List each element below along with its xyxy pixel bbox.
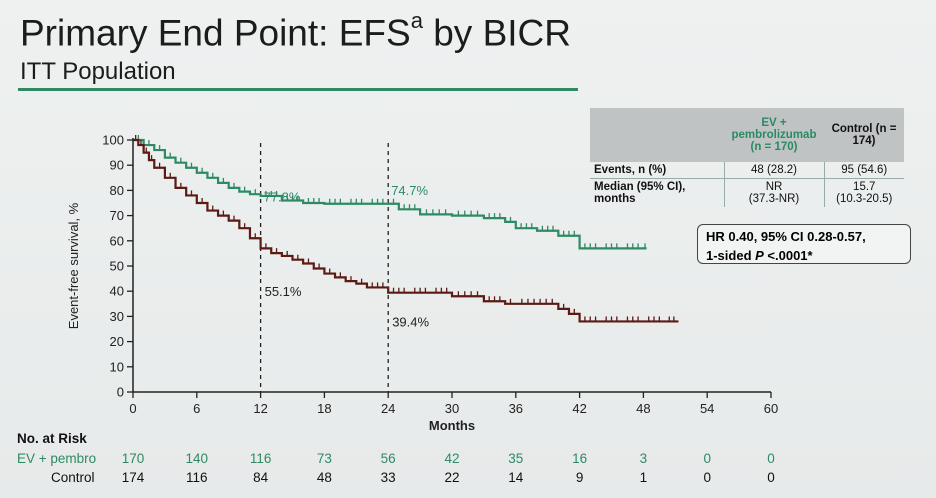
x-tick-label: 36 — [509, 401, 523, 416]
median-ev-value: NR — [765, 181, 783, 193]
x-tick-label: 18 — [317, 401, 331, 416]
page-title: Primary End Point: EFSa by BICR — [20, 8, 571, 54]
hr-line2: 1-sided P <.0001* — [706, 246, 902, 265]
table-header-blank — [590, 108, 724, 162]
table-row-events: Events, n (%) 48 (28.2) 95 (54.6) — [590, 162, 904, 179]
annotation-ev-24: 74.7% — [391, 183, 428, 198]
x-tick-label: 24 — [381, 401, 395, 416]
median-control-value: 15.7 — [853, 181, 876, 193]
y-tick-label: 40 — [110, 284, 124, 299]
y-tick-label: 0 — [117, 385, 124, 400]
x-tick-label: 0 — [129, 401, 136, 416]
risk-value: 0 — [703, 470, 711, 485]
risk-table-title: No. at Risk — [17, 431, 87, 446]
y-tick-label: 10 — [110, 359, 124, 374]
y-axis-label: Event-free survival, % — [66, 202, 81, 329]
x-tick-label: 42 — [572, 401, 586, 416]
risk-value: 33 — [381, 470, 396, 485]
risk-value: 0 — [703, 451, 711, 466]
hr-line2-post: <.0001* — [763, 248, 813, 263]
x-tick-label: 30 — [445, 401, 459, 416]
risk-row-label: Control — [51, 470, 95, 485]
risk-value: 56 — [381, 451, 396, 466]
y-tick-label: 20 — [110, 334, 124, 349]
x-axis-label: Months — [429, 418, 475, 433]
risk-value: 3 — [640, 451, 648, 466]
x-tick-label: 12 — [253, 401, 267, 416]
median-ev-ci: (37.3-NR) — [748, 193, 800, 205]
risk-value: 22 — [444, 470, 459, 485]
risk-value: 116 — [250, 451, 272, 466]
hr-p-symbol: P — [755, 248, 764, 263]
risk-row-label: EV + pembro — [17, 451, 96, 466]
risk-value: 1 — [640, 470, 648, 485]
y-tick-label: 80 — [110, 183, 124, 198]
x-tick-label: 48 — [636, 401, 650, 416]
x-tick-label: 6 — [193, 401, 200, 416]
risk-value: 73 — [317, 451, 332, 466]
y-tick-label: 50 — [110, 259, 124, 274]
title-superscript: a — [410, 8, 423, 33]
risk-value: 116 — [186, 470, 208, 485]
events-ev: 48 (28.2) — [723, 162, 824, 179]
table-header-control: Control (n = 174) — [824, 108, 904, 162]
risk-value: 0 — [767, 470, 775, 485]
events-label: Events, n (%) — [590, 162, 724, 179]
risk-value: 9 — [576, 470, 584, 485]
risk-value: 16 — [572, 451, 587, 466]
median-control: 15.7 (10.3-20.5) — [823, 178, 904, 207]
risk-value: 42 — [444, 451, 459, 466]
y-tick-label: 100 — [102, 133, 124, 148]
title-underline — [18, 88, 578, 91]
risk-value: 14 — [508, 470, 524, 485]
series-line-control — [133, 138, 679, 323]
annotation-ev-12: 77.8% — [264, 189, 301, 204]
annotation-control-12: 55.1% — [265, 284, 302, 299]
title-suffix: by BICR — [422, 12, 571, 54]
page-subtitle: ITT Population — [20, 58, 176, 85]
y-tick-label: 30 — [110, 309, 124, 324]
risk-value: 35 — [508, 451, 523, 466]
hr-line2-pre: 1-sided — [706, 248, 756, 263]
hr-line1: HR 0.40, 95% CI 0.28-0.57, — [706, 229, 866, 244]
series-line-ev — [133, 138, 647, 250]
y-tick-label: 90 — [110, 158, 124, 173]
x-tick-label: 54 — [700, 401, 714, 416]
median-ev: NR (37.3-NR) — [723, 178, 824, 207]
risk-value: 84 — [253, 470, 269, 485]
y-tick-label: 60 — [110, 233, 124, 248]
table-header-ev: EV + pembrolizumab (n = 170) — [724, 108, 824, 162]
hazard-ratio-box: HR 0.40, 95% CI 0.28-0.57, 1-sided P <.0… — [697, 224, 911, 264]
risk-value: 48 — [317, 470, 332, 485]
annotation-control-24: 39.4% — [392, 314, 429, 329]
risk-value: 170 — [122, 451, 145, 466]
table-row-median: Median (95% CI), months NR (37.3-NR) 15.7… — [590, 178, 904, 207]
x-tick-label: 60 — [764, 401, 778, 416]
events-control: 95 (54.6) — [823, 162, 904, 179]
risk-value: 174 — [122, 470, 145, 485]
median-control-ci: (10.3-20.5) — [836, 193, 893, 205]
risk-value: 140 — [186, 451, 209, 466]
summary-table: EV + pembrolizumab (n = 170) Control (n … — [590, 108, 904, 207]
y-tick-label: 70 — [110, 208, 124, 223]
risk-value: 0 — [767, 451, 775, 466]
median-label: Median (95% CI), months — [594, 181, 686, 205]
title-text: Primary End Point: EFS — [20, 12, 411, 54]
